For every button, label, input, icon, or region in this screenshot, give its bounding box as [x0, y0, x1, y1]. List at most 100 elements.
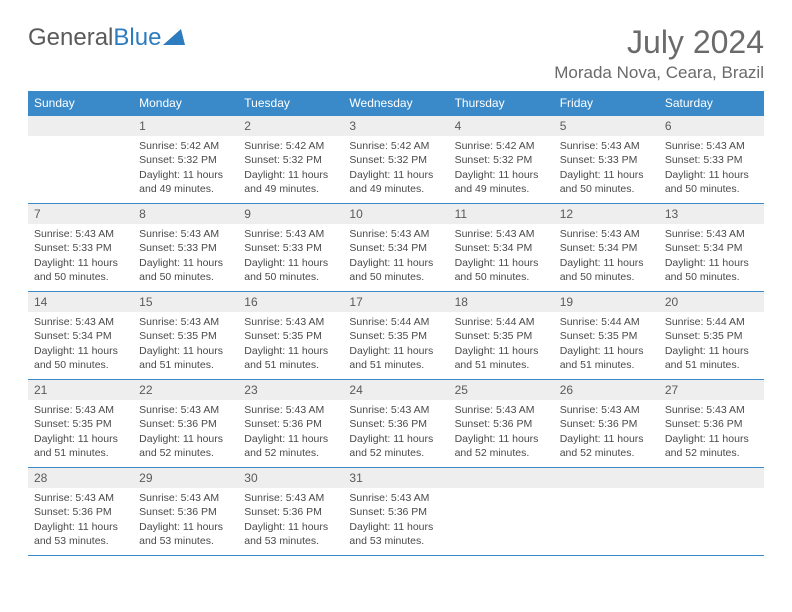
day-content: Sunrise: 5:44 AMSunset: 5:35 PMDaylight:…	[659, 312, 764, 376]
day-content: Sunrise: 5:43 AMSunset: 5:34 PMDaylight:…	[659, 224, 764, 288]
calendar-cell: 17Sunrise: 5:44 AMSunset: 5:35 PMDayligh…	[343, 292, 448, 380]
day-line-sr: Sunrise: 5:43 AM	[34, 491, 127, 505]
day-number: 28	[28, 468, 133, 488]
calendar-cell: 10Sunrise: 5:43 AMSunset: 5:34 PMDayligh…	[343, 204, 448, 292]
day-line-ss: Sunset: 5:36 PM	[244, 417, 337, 431]
day-line-d2: and 52 minutes.	[139, 446, 232, 460]
day-line-d2: and 51 minutes.	[665, 358, 758, 372]
day-line-d2: and 52 minutes.	[455, 446, 548, 460]
day-line-sr: Sunrise: 5:43 AM	[139, 315, 232, 329]
day-line-sr: Sunrise: 5:43 AM	[139, 403, 232, 417]
calendar-row: 21Sunrise: 5:43 AMSunset: 5:35 PMDayligh…	[28, 380, 764, 468]
day-line-ss: Sunset: 5:36 PM	[349, 505, 442, 519]
calendar-cell: 14Sunrise: 5:43 AMSunset: 5:34 PMDayligh…	[28, 292, 133, 380]
day-line-ss: Sunset: 5:35 PM	[560, 329, 653, 343]
day-header: Sunday	[28, 91, 133, 116]
day-line-ss: Sunset: 5:33 PM	[34, 241, 127, 255]
calendar-cell: 3Sunrise: 5:42 AMSunset: 5:32 PMDaylight…	[343, 116, 448, 204]
day-content: Sunrise: 5:43 AMSunset: 5:36 PMDaylight:…	[449, 400, 554, 464]
day-header: Saturday	[659, 91, 764, 116]
day-line-ss: Sunset: 5:35 PM	[34, 417, 127, 431]
day-line-d2: and 53 minutes.	[34, 534, 127, 548]
day-line-d1: Daylight: 11 hours	[349, 344, 442, 358]
day-number: 30	[238, 468, 343, 488]
day-content: Sunrise: 5:44 AMSunset: 5:35 PMDaylight:…	[449, 312, 554, 376]
day-line-sr: Sunrise: 5:43 AM	[34, 315, 127, 329]
day-number: 13	[659, 204, 764, 224]
day-line-ss: Sunset: 5:33 PM	[244, 241, 337, 255]
day-line-d1: Daylight: 11 hours	[244, 520, 337, 534]
day-header-row: Sunday Monday Tuesday Wednesday Thursday…	[28, 91, 764, 116]
calendar-cell: 20Sunrise: 5:44 AMSunset: 5:35 PMDayligh…	[659, 292, 764, 380]
day-line-ss: Sunset: 5:32 PM	[455, 153, 548, 167]
calendar-cell: 9Sunrise: 5:43 AMSunset: 5:33 PMDaylight…	[238, 204, 343, 292]
day-line-ss: Sunset: 5:34 PM	[349, 241, 442, 255]
calendar-cell: 31Sunrise: 5:43 AMSunset: 5:36 PMDayligh…	[343, 468, 448, 556]
calendar-cell: 22Sunrise: 5:43 AMSunset: 5:36 PMDayligh…	[133, 380, 238, 468]
day-number: 7	[28, 204, 133, 224]
day-line-sr: Sunrise: 5:43 AM	[560, 403, 653, 417]
calendar-cell: 8Sunrise: 5:43 AMSunset: 5:33 PMDaylight…	[133, 204, 238, 292]
calendar-cell: 26Sunrise: 5:43 AMSunset: 5:36 PMDayligh…	[554, 380, 659, 468]
day-line-d2: and 52 minutes.	[560, 446, 653, 460]
day-content: Sunrise: 5:43 AMSunset: 5:36 PMDaylight:…	[238, 400, 343, 464]
day-line-sr: Sunrise: 5:43 AM	[139, 227, 232, 241]
calendar-cell: 6Sunrise: 5:43 AMSunset: 5:33 PMDaylight…	[659, 116, 764, 204]
day-line-ss: Sunset: 5:35 PM	[455, 329, 548, 343]
day-line-ss: Sunset: 5:34 PM	[560, 241, 653, 255]
day-line-d2: and 51 minutes.	[455, 358, 548, 372]
day-line-d2: and 49 minutes.	[455, 182, 548, 196]
day-content: Sunrise: 5:43 AMSunset: 5:34 PMDaylight:…	[28, 312, 133, 376]
title-block: July 2024 Morada Nova, Ceara, Brazil	[554, 24, 764, 83]
calendar-cell: 4Sunrise: 5:42 AMSunset: 5:32 PMDaylight…	[449, 116, 554, 204]
day-number	[28, 116, 133, 136]
calendar-cell	[554, 468, 659, 556]
day-line-d1: Daylight: 11 hours	[455, 344, 548, 358]
calendar-cell: 1Sunrise: 5:42 AMSunset: 5:32 PMDaylight…	[133, 116, 238, 204]
day-number: 5	[554, 116, 659, 136]
day-content: Sunrise: 5:43 AMSunset: 5:36 PMDaylight:…	[238, 488, 343, 552]
day-line-d2: and 49 minutes.	[244, 182, 337, 196]
day-line-sr: Sunrise: 5:43 AM	[455, 227, 548, 241]
logo-text-2: Blue	[113, 24, 161, 52]
day-number: 15	[133, 292, 238, 312]
day-content: Sunrise: 5:42 AMSunset: 5:32 PMDaylight:…	[449, 136, 554, 200]
day-content: Sunrise: 5:43 AMSunset: 5:34 PMDaylight:…	[343, 224, 448, 288]
logo-triangle-icon	[163, 24, 185, 52]
day-content: Sunrise: 5:42 AMSunset: 5:32 PMDaylight:…	[133, 136, 238, 200]
day-number	[449, 468, 554, 488]
calendar-cell: 5Sunrise: 5:43 AMSunset: 5:33 PMDaylight…	[554, 116, 659, 204]
day-line-sr: Sunrise: 5:43 AM	[665, 227, 758, 241]
day-header: Wednesday	[343, 91, 448, 116]
day-line-ss: Sunset: 5:34 PM	[455, 241, 548, 255]
calendar-cell: 16Sunrise: 5:43 AMSunset: 5:35 PMDayligh…	[238, 292, 343, 380]
day-line-d1: Daylight: 11 hours	[455, 168, 548, 182]
day-line-ss: Sunset: 5:36 PM	[34, 505, 127, 519]
day-content: Sunrise: 5:42 AMSunset: 5:32 PMDaylight:…	[343, 136, 448, 200]
day-line-ss: Sunset: 5:35 PM	[244, 329, 337, 343]
day-line-d2: and 52 minutes.	[244, 446, 337, 460]
day-line-d2: and 53 minutes.	[139, 534, 232, 548]
day-number	[554, 468, 659, 488]
day-line-d1: Daylight: 11 hours	[34, 520, 127, 534]
calendar-cell	[659, 468, 764, 556]
day-number: 8	[133, 204, 238, 224]
month-title: July 2024	[554, 24, 764, 61]
day-line-ss: Sunset: 5:33 PM	[139, 241, 232, 255]
calendar-cell: 21Sunrise: 5:43 AMSunset: 5:35 PMDayligh…	[28, 380, 133, 468]
day-content: Sunrise: 5:43 AMSunset: 5:36 PMDaylight:…	[343, 488, 448, 552]
day-line-d1: Daylight: 11 hours	[34, 432, 127, 446]
calendar-cell	[449, 468, 554, 556]
day-number: 21	[28, 380, 133, 400]
day-number: 18	[449, 292, 554, 312]
calendar-row: 7Sunrise: 5:43 AMSunset: 5:33 PMDaylight…	[28, 204, 764, 292]
day-line-d2: and 49 minutes.	[139, 182, 232, 196]
day-content: Sunrise: 5:43 AMSunset: 5:35 PMDaylight:…	[133, 312, 238, 376]
day-line-d1: Daylight: 11 hours	[560, 432, 653, 446]
day-line-d2: and 50 minutes.	[665, 182, 758, 196]
day-line-d2: and 50 minutes.	[560, 182, 653, 196]
day-line-d2: and 53 minutes.	[349, 534, 442, 548]
day-line-sr: Sunrise: 5:43 AM	[455, 403, 548, 417]
day-line-d2: and 51 minutes.	[139, 358, 232, 372]
day-line-d1: Daylight: 11 hours	[349, 256, 442, 270]
